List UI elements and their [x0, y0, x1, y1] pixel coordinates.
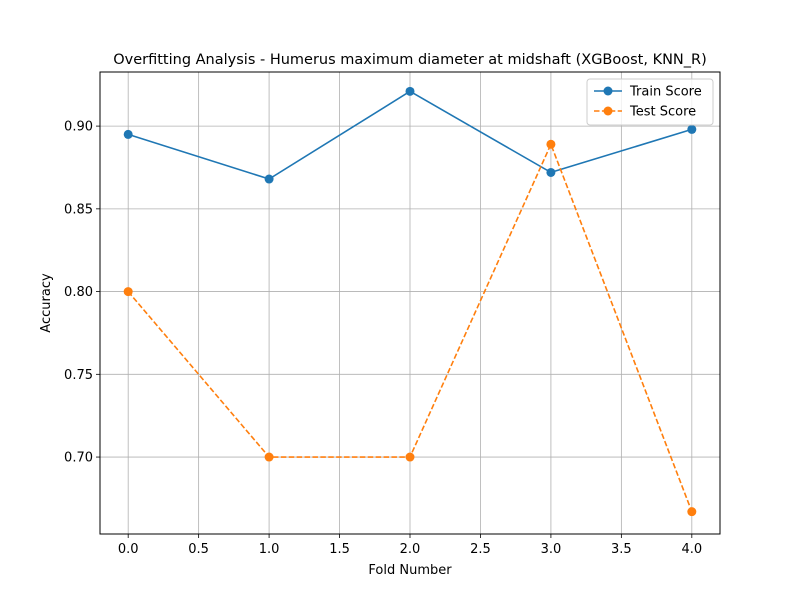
test-score-point — [687, 507, 697, 517]
y-tick-label: 0.80 — [64, 285, 93, 300]
x-tick-label: 2.5 — [470, 542, 491, 557]
x-tick-label: 1.0 — [259, 542, 280, 557]
x-axis-label: Fold Number — [368, 563, 452, 578]
legend-label-test: Test Score — [629, 105, 696, 120]
train-score-point — [264, 174, 274, 184]
legend-marker-test — [603, 106, 613, 116]
train-score-point — [405, 86, 415, 96]
axis-ticks: 0.0 0.5 1.0 1.5 2.0 2.5 3.0 3.5 4.0 0.70 0.75 0.80 0… — [64, 120, 702, 557]
x-tick-label: 0.5 — [188, 542, 209, 557]
series-layer — [123, 86, 697, 517]
x-tick-label: 3.0 — [541, 542, 562, 557]
x-tick-label: 0.0 — [118, 542, 139, 557]
legend-label-train: Train Score — [629, 85, 702, 100]
x-tick-label: 1.5 — [329, 542, 350, 557]
x-tick-label: 2.0 — [400, 542, 421, 557]
test-score-point — [405, 452, 415, 462]
legend-marker-train — [603, 86, 613, 96]
train-score-point — [546, 167, 556, 177]
test-score-point — [264, 452, 274, 462]
train-score-point — [123, 129, 133, 139]
y-tick-label: 0.85 — [64, 202, 93, 217]
test-score-point — [123, 287, 133, 297]
train-score-point — [687, 124, 697, 134]
x-tick-label: 3.5 — [611, 542, 632, 557]
test-score-point — [546, 139, 556, 149]
legend: Train Score Test Score — [586, 78, 714, 126]
y-axis-label: Accuracy — [39, 273, 54, 333]
y-tick-label: 0.75 — [64, 368, 93, 383]
x-tick-label: 4.0 — [681, 542, 702, 557]
chart-title: Overfitting Analysis - Humerus maximum d… — [113, 52, 707, 68]
y-tick-label: 0.70 — [64, 451, 93, 466]
y-tick-label: 0.90 — [64, 120, 93, 135]
